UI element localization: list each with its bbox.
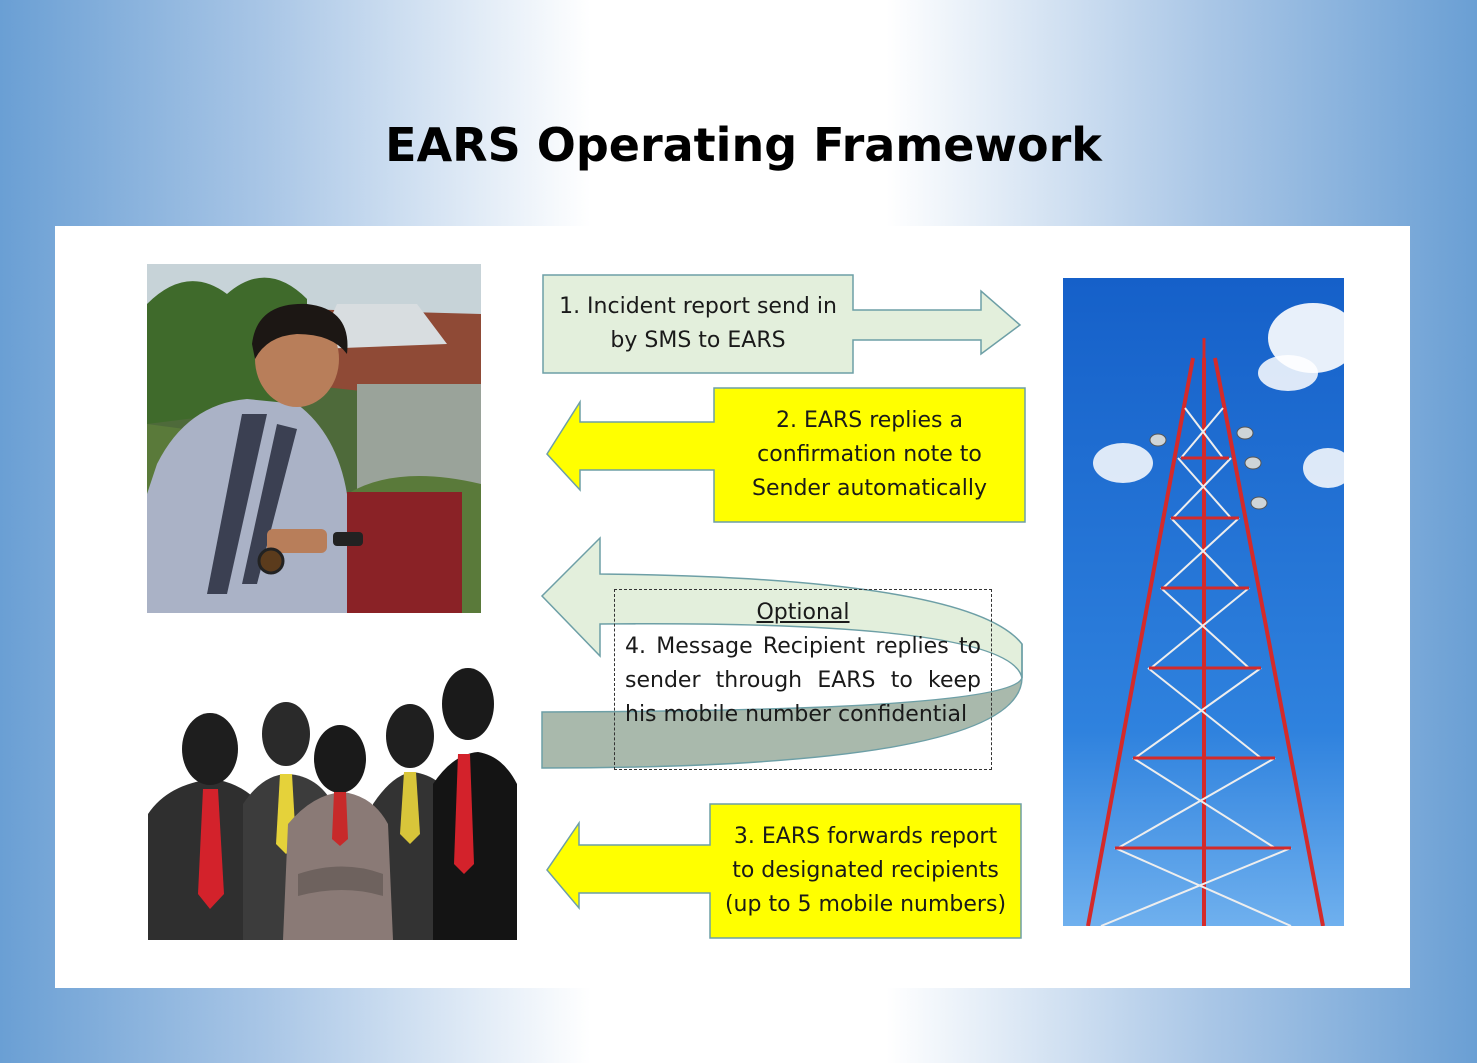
- recipients-illustration: [148, 664, 517, 940]
- step3-arrow: 3. EARS forwards report to designated re…: [545, 803, 1023, 940]
- step3-label: 3. EARS forwards report to designated re…: [724, 824, 1007, 917]
- tower-photo: [1063, 278, 1344, 926]
- optional-heading: Optional: [756, 600, 850, 625]
- sender-photo: [147, 264, 481, 613]
- step2-arrow: 2. EARS replies a confirmation note to S…: [545, 387, 1027, 524]
- step2-label: 2. EARS replies a confirmation note to S…: [752, 408, 987, 501]
- diagram-canvas: 1. Incident report send in by SMS to EAR…: [55, 226, 1410, 988]
- slide-title: EARS Operating Framework: [385, 118, 1102, 172]
- step4-label: 4. Message Recipient replies to sender t…: [625, 634, 981, 727]
- optional-text-box: Optional 4. Message Recipient replies to…: [614, 589, 992, 770]
- step1-label: 1. Incident report send in by SMS to EAR…: [559, 294, 837, 353]
- step1-arrow: 1. Incident report send in by SMS to EAR…: [542, 274, 1024, 376]
- step4-curved-arrow: [540, 536, 1025, 772]
